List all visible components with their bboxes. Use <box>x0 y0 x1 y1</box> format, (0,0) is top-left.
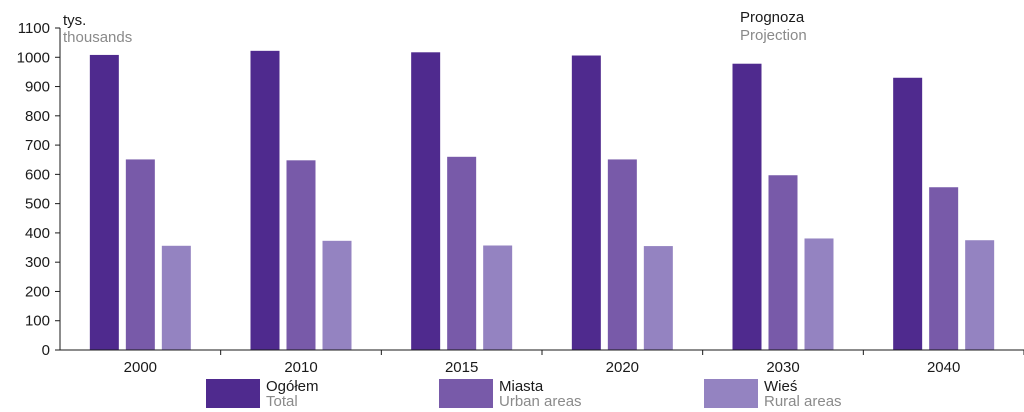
y-unit-sublabel: thousands <box>63 29 132 46</box>
projection-sublabel: Projection <box>740 27 807 44</box>
y-tick-label: 800 <box>25 108 50 125</box>
bar-urban-2000 <box>125 159 155 350</box>
bar-urban-2030 <box>768 175 798 350</box>
x-tick-label-2030: 2030 <box>766 359 799 376</box>
bar-total-2040 <box>893 77 923 350</box>
x-tick-label-2020: 2020 <box>606 359 639 376</box>
bar-urban-2020 <box>607 159 637 350</box>
bar-rural-2010 <box>322 240 352 350</box>
y-tick-label: 700 <box>25 137 50 154</box>
y-tick-label: 400 <box>25 225 50 242</box>
y-tick-label: 200 <box>25 283 50 300</box>
y-tick-label: 900 <box>25 79 50 96</box>
y-tick-label: 0 <box>42 342 50 359</box>
bar-urban-2010 <box>286 160 316 350</box>
x-tick-label-2015: 2015 <box>445 359 478 376</box>
y-tick-label: 500 <box>25 196 50 213</box>
y-tick-label: 300 <box>25 254 50 271</box>
bar-total-2000 <box>89 54 119 350</box>
y-tick-label: 1000 <box>17 49 50 66</box>
x-tick-label-2010: 2010 <box>284 359 317 376</box>
projection-label: Prognoza <box>740 9 805 26</box>
bar-rural-2000 <box>161 245 191 350</box>
bar-total-2010 <box>250 50 280 350</box>
bar-total-2020 <box>571 55 601 351</box>
bar-rural-2040 <box>965 240 995 350</box>
bar-total-2030 <box>732 63 762 350</box>
y-tick-label: 100 <box>25 313 50 330</box>
y-axis-ticks: 0 100 200 300 400 500 600 700 800 900 1000 1100 <box>17 20 60 359</box>
bar-rural-2020 <box>643 246 673 350</box>
y-unit-label: tys. <box>63 12 86 29</box>
y-tick-label: 1100 <box>18 20 50 37</box>
bar-rural-2030 <box>804 238 834 350</box>
bar-rural-2015 <box>483 245 513 350</box>
x-tick-label-2000: 2000 <box>124 359 157 376</box>
bar-urban-2015 <box>447 156 477 350</box>
y-tick-label: 600 <box>25 166 50 183</box>
x-axis-ticks: 2000 2010 2015 2020 2030 2040 <box>124 350 1024 376</box>
bar-urban-2040 <box>929 187 959 350</box>
bar-total-2015 <box>411 52 441 351</box>
bars-group <box>89 50 995 351</box>
x-tick-label-2040: 2040 <box>927 359 960 376</box>
